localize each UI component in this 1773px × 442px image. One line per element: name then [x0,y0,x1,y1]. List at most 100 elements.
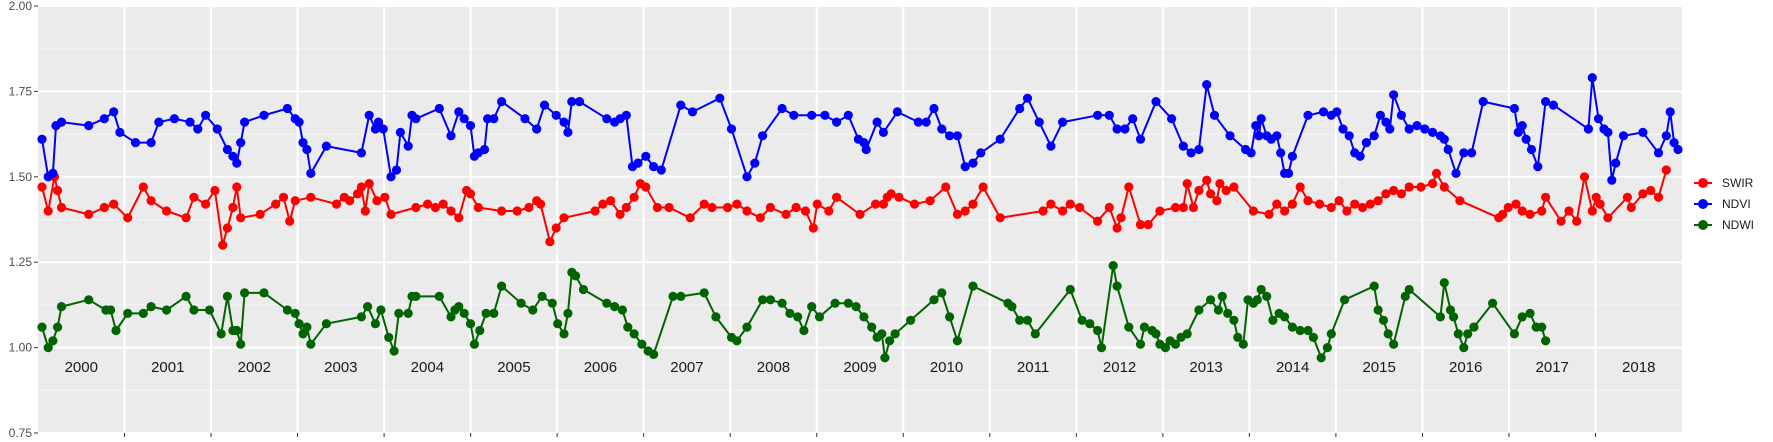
year-label: 2011 [1017,359,1049,376]
data-point [1077,315,1087,325]
data-point [1498,209,1508,219]
data-point [832,192,842,202]
data-point [610,302,620,312]
data-point [1669,138,1679,148]
data-point [1375,110,1385,120]
data-point [240,117,250,127]
data-point [1385,124,1395,134]
data-point [290,308,300,318]
data-point [855,209,865,219]
year-label: 2005 [497,359,530,376]
data-point [1276,148,1286,158]
data-point [1135,220,1146,230]
data-point [1611,158,1621,168]
data-point [446,206,456,216]
data-point [843,298,853,308]
data-point [497,281,507,291]
data-point [843,110,853,120]
data-point [1412,121,1422,131]
data-point [707,202,717,213]
data-point [699,288,709,298]
data-point [793,312,803,322]
data-point [1661,165,1671,175]
data-point [298,138,308,148]
data-point [676,100,686,110]
data-point [1254,131,1264,141]
data-point [880,353,890,363]
legend-key-point [1698,178,1708,188]
data-point [641,151,651,161]
data-point [699,199,709,209]
data-point [446,312,456,322]
data-point [1030,329,1040,339]
data-point [497,97,507,107]
data-point [1420,124,1430,134]
data-point [411,202,421,213]
data-point [37,322,47,332]
data-point [1322,343,1332,353]
data-point [212,124,222,134]
data-point [1046,141,1056,151]
data-point [629,192,639,202]
data-point [623,322,633,332]
data-point [909,199,920,209]
data-point [551,223,561,233]
data-point [271,199,281,209]
data-point [598,199,608,209]
data-point [218,240,228,250]
data-point [356,148,366,158]
data-point [937,124,947,134]
data-point [1591,192,1601,202]
data-point [389,346,399,356]
data-point [1178,202,1188,213]
data-point [1340,295,1350,305]
data-point [1303,196,1313,206]
year-label: 2012 [1103,359,1136,376]
data-point [1428,127,1438,137]
data-point [512,206,522,216]
data-point [465,189,476,199]
data-point [1445,305,1456,315]
data-point [941,182,951,192]
data-point [1603,213,1613,223]
data-point [473,202,483,213]
data-point [777,298,787,308]
year-label: 2010 [930,359,963,376]
data-point [1381,117,1391,127]
data-point [1603,127,1613,137]
data-point [726,124,737,134]
data-point [807,110,817,120]
data-point [878,199,889,209]
data-point [1155,206,1165,216]
data-point [1435,312,1445,322]
data-point [48,168,58,178]
data-point [906,315,916,325]
data-point [1229,182,1239,192]
data-point [1369,131,1379,141]
data-point [1548,100,1558,110]
data-point [1541,192,1551,202]
data-point [1463,329,1473,339]
data-point [791,202,801,213]
data-point [851,302,861,312]
data-point [1378,315,1389,325]
data-point [1202,175,1212,185]
data-point [723,202,733,213]
data-point [1626,202,1636,213]
data-point [547,298,557,308]
data-point [228,151,238,161]
data-point [364,110,374,120]
legend-label: SWIR [1722,176,1754,190]
data-point [1202,80,1212,90]
data-point [602,298,612,308]
data-point [1316,353,1326,363]
data-point [1015,103,1025,114]
data-point [877,329,887,339]
data-point [649,162,659,172]
data-point [1541,97,1551,107]
data-point [536,199,546,209]
data-point [1478,97,1488,107]
data-point [1587,73,1597,83]
data-point [913,117,924,127]
data-point [1572,216,1582,226]
